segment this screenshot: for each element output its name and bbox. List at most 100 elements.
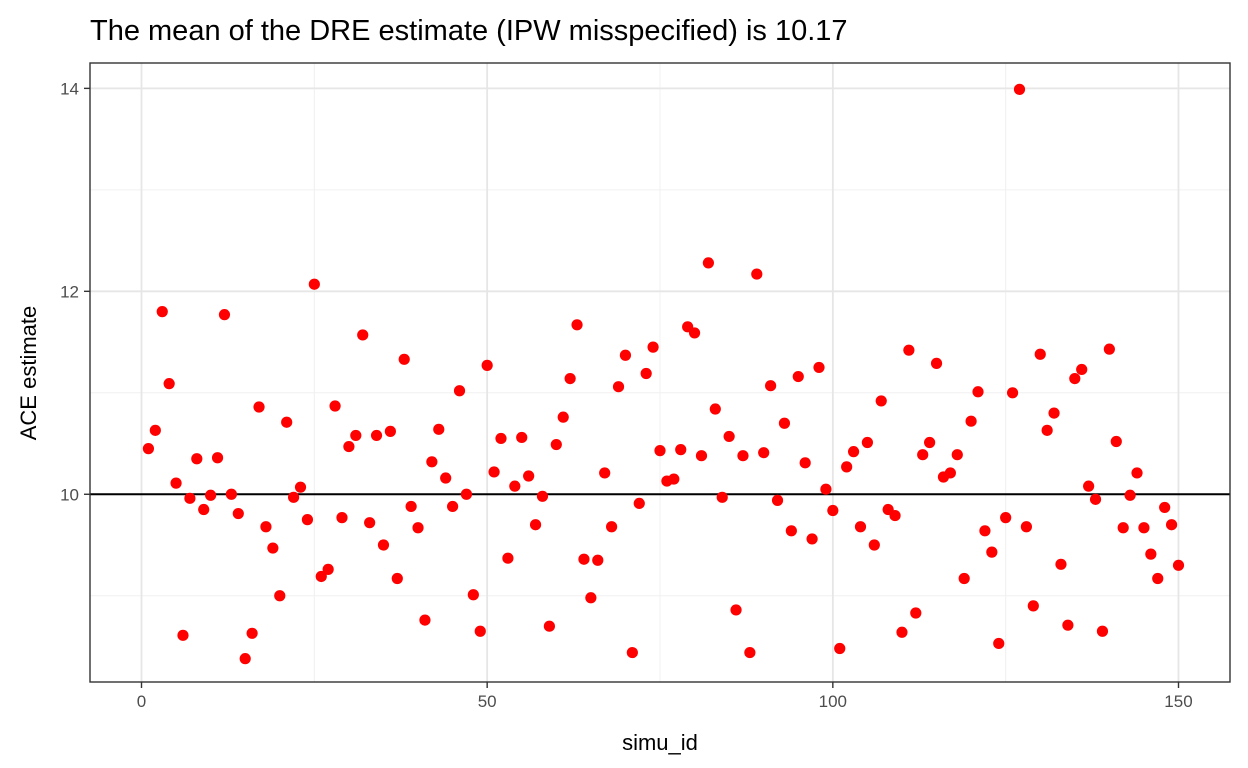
data-point	[460, 488, 473, 500]
data-point	[205, 489, 217, 501]
data-point	[343, 440, 355, 453]
data-point	[675, 444, 687, 456]
data-point	[467, 589, 479, 601]
data-point	[543, 620, 555, 632]
data-point	[301, 514, 314, 526]
data-point	[972, 386, 984, 398]
data-point	[1048, 407, 1060, 419]
data-point	[578, 553, 590, 565]
x-tick-label: 0	[137, 692, 146, 711]
data-point	[606, 521, 618, 533]
x-axis-ticks: 0 50 100 150	[137, 682, 1193, 711]
data-point	[702, 257, 714, 269]
x-tick-label: 50	[478, 692, 497, 711]
data-point	[1034, 348, 1046, 360]
data-point	[253, 401, 265, 413]
data-point	[156, 306, 168, 318]
data-point	[267, 542, 279, 554]
data-point	[1103, 343, 1115, 355]
data-point	[571, 319, 583, 331]
data-point	[1145, 548, 1157, 560]
data-point	[412, 522, 424, 534]
data-point	[557, 411, 569, 423]
data-point	[426, 456, 438, 468]
data-point	[654, 445, 666, 457]
data-point	[854, 521, 867, 533]
data-point	[1096, 625, 1109, 637]
data-point	[834, 642, 846, 655]
data-point	[1159, 501, 1171, 514]
data-point	[979, 525, 991, 537]
data-point	[771, 494, 784, 506]
data-point	[1083, 480, 1095, 492]
data-point	[1117, 522, 1129, 534]
data-point	[191, 453, 203, 465]
data-point	[1076, 363, 1088, 376]
data-point	[958, 572, 970, 585]
data-point	[986, 546, 998, 558]
data-point	[875, 395, 887, 407]
data-point	[315, 570, 327, 583]
x-axis-title: simu_id	[622, 730, 698, 755]
data-point	[799, 457, 811, 469]
data-point	[612, 381, 625, 393]
data-point	[951, 449, 963, 461]
data-point	[647, 341, 659, 353]
data-point	[688, 327, 701, 339]
data-point	[827, 504, 839, 517]
data-point	[626, 646, 638, 659]
data-point	[274, 590, 286, 602]
data-point	[944, 467, 956, 479]
data-point	[1152, 572, 1164, 585]
data-point	[668, 473, 680, 485]
data-point	[924, 436, 936, 449]
data-point	[868, 539, 880, 551]
data-point	[232, 507, 244, 520]
data-point	[225, 488, 237, 500]
data-point	[329, 400, 341, 412]
data-point	[502, 552, 514, 564]
data-point	[405, 500, 417, 513]
data-point	[640, 367, 652, 380]
data-point	[778, 417, 791, 429]
data-point	[495, 432, 507, 445]
data-point	[377, 539, 390, 551]
data-point	[730, 604, 742, 616]
y-axis-ticks: 10 12 14	[60, 79, 90, 504]
data-point	[398, 353, 410, 365]
data-point	[592, 554, 604, 566]
data-point	[751, 268, 763, 280]
data-point	[1069, 372, 1081, 385]
data-point	[1110, 435, 1122, 448]
data-point	[260, 521, 272, 533]
data-point	[1131, 467, 1143, 479]
data-point	[211, 452, 224, 464]
data-point	[564, 372, 576, 385]
data-point	[350, 429, 362, 442]
data-points	[142, 83, 1185, 665]
data-point	[516, 431, 528, 444]
data-point	[322, 563, 334, 575]
data-point	[239, 653, 251, 665]
data-point	[619, 349, 632, 361]
data-point	[357, 329, 369, 341]
data-point	[184, 492, 196, 504]
data-point	[419, 614, 431, 626]
data-point	[536, 490, 549, 502]
data-point	[1000, 512, 1012, 524]
data-point	[287, 491, 300, 503]
data-point	[709, 403, 721, 415]
data-point	[294, 481, 307, 493]
data-point	[910, 607, 922, 619]
data-point	[440, 472, 452, 484]
data-point	[765, 380, 777, 392]
x-tick-label: 150	[1164, 692, 1192, 711]
data-point	[488, 466, 500, 478]
data-point	[391, 572, 403, 585]
data-point	[1013, 83, 1026, 95]
data-point	[744, 646, 756, 659]
data-point	[453, 385, 466, 397]
data-point	[1172, 559, 1185, 571]
data-point	[993, 637, 1005, 650]
